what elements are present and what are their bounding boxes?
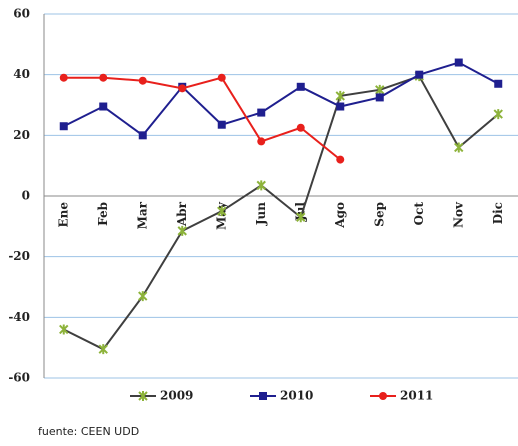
marker	[375, 84, 385, 95]
marker	[138, 76, 147, 85]
marker	[256, 180, 266, 191]
y-tick-label: 20	[13, 128, 30, 142]
marker	[99, 102, 108, 111]
y-tick-label: 60	[13, 7, 30, 21]
series-line	[63, 61, 499, 137]
y-tick-label: -60	[8, 371, 30, 385]
marker	[454, 58, 463, 67]
marker	[217, 120, 226, 129]
x-tick-label: Dic	[491, 202, 505, 224]
marker	[257, 108, 266, 117]
x-tick-label: Ene	[56, 202, 70, 228]
x-tick-label: Feb	[96, 202, 110, 226]
series-line	[63, 74, 499, 351]
marker	[259, 392, 267, 400]
x-tick-label: Abr	[175, 201, 189, 227]
y-tick-label: -20	[8, 249, 30, 263]
legend-label: 2011	[400, 389, 433, 403]
marker	[138, 291, 148, 302]
marker	[59, 73, 68, 82]
marker	[59, 122, 68, 131]
marker	[336, 155, 345, 164]
x-tick-label: Mar	[135, 201, 149, 229]
x-tick-label: Ago	[333, 202, 347, 229]
marker	[335, 90, 345, 101]
marker	[296, 212, 306, 223]
legend-label: 2010	[280, 389, 313, 403]
marker	[217, 73, 226, 82]
marker	[138, 391, 148, 401]
x-tick-label: Nov	[451, 201, 465, 228]
marker	[375, 93, 384, 102]
marker	[336, 102, 345, 111]
marker	[99, 73, 108, 82]
legend-label: 2009	[160, 389, 193, 403]
source-note: fuente: CEEN UDD	[38, 425, 139, 438]
x-tick-label: Oct	[412, 202, 426, 226]
marker	[493, 109, 503, 120]
marker	[454, 142, 464, 153]
marker	[415, 70, 424, 79]
marker	[494, 79, 503, 88]
marker	[138, 131, 147, 140]
y-tick-label: 40	[13, 67, 30, 81]
marker	[296, 123, 305, 132]
marker	[59, 324, 69, 335]
marker	[98, 344, 108, 355]
marker	[296, 82, 305, 91]
series-line	[63, 76, 341, 161]
marker	[177, 225, 187, 236]
y-tick-label: 0	[22, 189, 30, 203]
marker	[257, 137, 266, 146]
x-tick-label: Jun	[254, 202, 268, 226]
y-tick-label: -40	[8, 310, 30, 324]
x-tick-label: Sep	[372, 202, 386, 227]
marker	[178, 84, 187, 93]
marker	[379, 392, 387, 400]
marker	[217, 206, 227, 217]
